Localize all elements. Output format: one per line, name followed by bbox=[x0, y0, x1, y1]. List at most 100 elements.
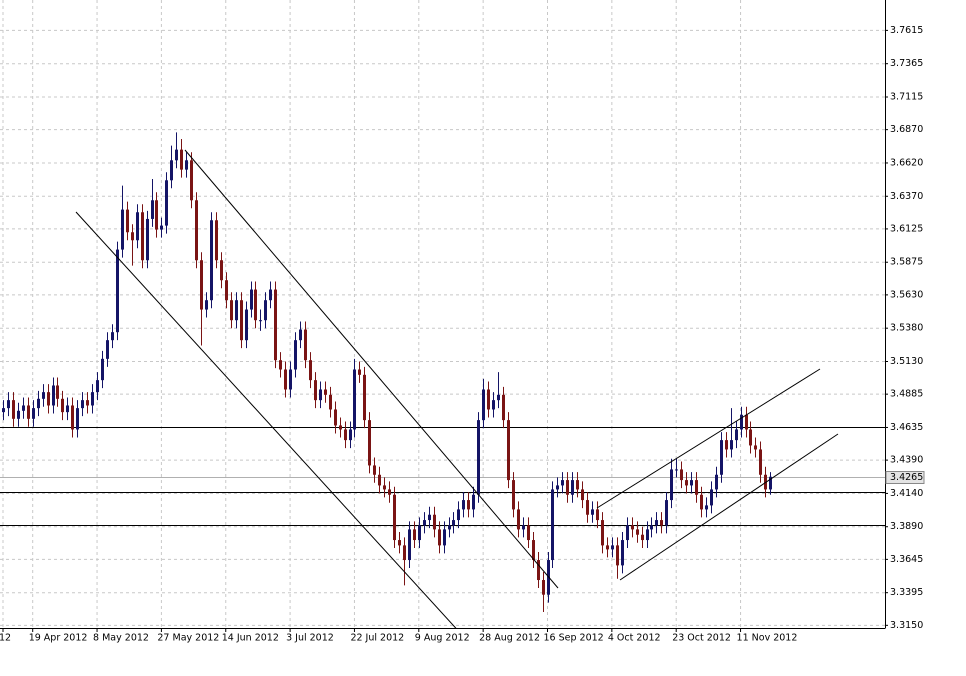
x-tick-label: 9 Aug 2012 bbox=[415, 633, 470, 644]
y-tick-label: 3.4140 bbox=[890, 488, 923, 499]
candle-body bbox=[52, 385, 55, 406]
candle-body bbox=[106, 340, 109, 359]
candle-body bbox=[225, 280, 228, 301]
candle-body bbox=[200, 260, 203, 310]
candle-body bbox=[655, 520, 658, 526]
candle-body bbox=[81, 400, 84, 409]
candle-body bbox=[126, 209, 129, 233]
candle-body bbox=[71, 405, 74, 430]
candle-body bbox=[745, 414, 748, 430]
candle-body bbox=[467, 500, 470, 510]
candle-body bbox=[101, 358, 104, 381]
labels: 3.3150 3.3395 3.3645 3.3890 3.4140 3.4390 3.46… bbox=[0, 25, 925, 644]
candle-body bbox=[378, 474, 381, 486]
candle-body bbox=[626, 525, 629, 541]
levels bbox=[0, 427, 885, 526]
candle-body bbox=[482, 389, 485, 421]
candle-body bbox=[111, 332, 114, 341]
candle-body bbox=[571, 480, 574, 495]
candle-body bbox=[165, 180, 168, 226]
candle-body bbox=[160, 225, 163, 230]
x-tick-label: 22 Jul 2012 bbox=[350, 633, 404, 644]
candle-body bbox=[601, 520, 604, 546]
y-tick-label: 3.4635 bbox=[890, 422, 923, 433]
candle-body bbox=[37, 398, 40, 409]
x-tick-label: 23 Oct 2012 bbox=[672, 633, 731, 644]
candle-body bbox=[349, 429, 352, 441]
y-tick-label: 3.7615 bbox=[890, 25, 923, 36]
candle-body bbox=[151, 200, 154, 219]
candle-body bbox=[136, 212, 139, 241]
x-tick-label: 27 May 2012 bbox=[157, 633, 219, 644]
candle-body bbox=[76, 408, 79, 430]
candle-body bbox=[195, 200, 198, 261]
y-tick-label: 3.4885 bbox=[890, 389, 923, 400]
y-tick-label: 3.3150 bbox=[890, 620, 923, 631]
y-tick-label: 3.6620 bbox=[890, 157, 923, 168]
candle-body bbox=[324, 389, 327, 395]
candle-body bbox=[611, 545, 614, 550]
candle-body bbox=[86, 400, 89, 406]
candle-body bbox=[220, 260, 223, 281]
trend-line bbox=[75, 211, 457, 628]
candle-body bbox=[586, 500, 589, 515]
candle-body bbox=[309, 360, 312, 381]
candle-body bbox=[670, 469, 673, 501]
candle-body bbox=[556, 485, 559, 490]
candle-body bbox=[428, 514, 431, 521]
candle-body bbox=[339, 425, 342, 430]
candle-body bbox=[170, 160, 173, 181]
candle-body bbox=[452, 520, 455, 526]
y-tick-label: 3.5380 bbox=[890, 323, 923, 334]
candle-body bbox=[680, 469, 683, 481]
x-tick-label: 11 Nov 2012 bbox=[737, 633, 798, 644]
candle-body bbox=[413, 529, 416, 541]
candle-body bbox=[22, 405, 25, 411]
candle-body bbox=[91, 392, 94, 406]
candle-body bbox=[334, 409, 337, 426]
candle-body bbox=[17, 410, 20, 419]
candle-body bbox=[180, 149, 183, 170]
candle-body bbox=[472, 494, 475, 510]
grid bbox=[0, 0, 885, 628]
candle-body bbox=[388, 489, 391, 495]
x-tick-label: 12 bbox=[0, 633, 11, 644]
y-tick-label: 3.6870 bbox=[890, 124, 923, 135]
candle-body bbox=[274, 289, 277, 361]
candle-body bbox=[190, 160, 193, 201]
x-tick-label: 28 Aug 2012 bbox=[479, 633, 540, 644]
candle-body bbox=[754, 445, 757, 450]
candle-body bbox=[12, 400, 15, 419]
candle-body bbox=[542, 580, 545, 595]
candle-body bbox=[32, 408, 35, 419]
current-price-box bbox=[885, 471, 925, 484]
candle-body bbox=[492, 400, 495, 410]
candles bbox=[2, 132, 772, 613]
x-tick-label: 8 May 2012 bbox=[93, 633, 149, 644]
candle-body bbox=[66, 405, 69, 413]
candle-body bbox=[423, 520, 426, 526]
candle-body bbox=[408, 529, 411, 561]
y-tick-label: 3.5875 bbox=[890, 257, 923, 268]
candle-body bbox=[245, 309, 248, 341]
candle-body bbox=[329, 394, 332, 410]
candle-body bbox=[502, 394, 505, 421]
x-tick-label: 16 Sep 2012 bbox=[544, 633, 604, 644]
candle-body bbox=[561, 480, 564, 486]
candle-body bbox=[205, 300, 208, 310]
candle-body bbox=[740, 414, 743, 430]
candle-body bbox=[710, 489, 713, 506]
candle-body bbox=[685, 480, 688, 486]
candle-body bbox=[725, 440, 728, 450]
candle-body bbox=[284, 369, 287, 390]
candle-body bbox=[700, 494, 703, 510]
candle-body bbox=[759, 449, 762, 475]
candle-body bbox=[507, 420, 510, 481]
candle-body bbox=[581, 489, 584, 501]
y-tick-label: 3.3645 bbox=[890, 554, 923, 565]
candle-body bbox=[61, 398, 64, 413]
candle-body bbox=[715, 474, 718, 490]
y-tick-label: 3.3395 bbox=[890, 587, 923, 598]
x-tick-label: 3 Jul 2012 bbox=[286, 633, 334, 644]
